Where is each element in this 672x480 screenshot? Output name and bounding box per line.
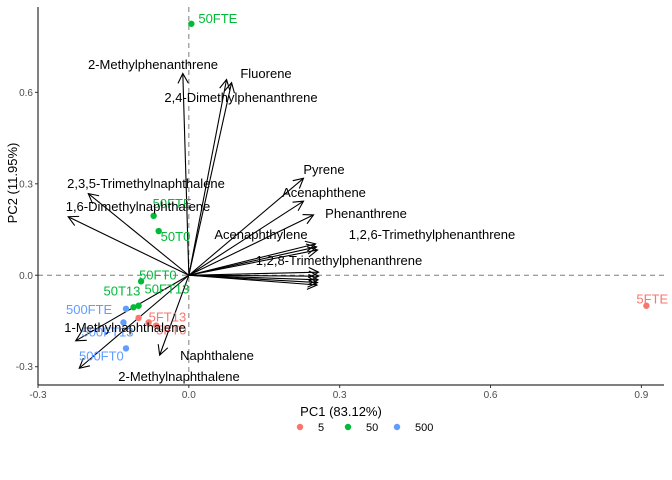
data-point — [135, 314, 142, 322]
legend-entry: 5 — [296, 422, 324, 434]
loading-label: 1-Methylnaphthalene — [64, 320, 185, 335]
x-tick-label: 0.3 — [333, 390, 347, 401]
observation-label: 500FTE — [66, 302, 113, 317]
data-point — [152, 322, 160, 329]
legend-key — [393, 423, 401, 431]
legend-key — [344, 423, 352, 431]
loading-label: Phenanthrene — [325, 206, 407, 221]
observation-label: 5FT13 — [149, 310, 187, 325]
loading-arrow — [188, 246, 319, 276]
y-axis-title: PC2 (11.95%) — [5, 143, 20, 224]
data-point — [120, 319, 127, 326]
legend-entry: 50 — [344, 422, 378, 434]
legend-label: 50 — [366, 422, 378, 434]
legend: 5 50 500 — [296, 422, 433, 434]
observation-label: 50FT0 — [139, 267, 177, 282]
loading-arrow — [188, 177, 305, 276]
legend-key — [296, 423, 304, 431]
y-tick-label: 0.3 — [19, 179, 33, 190]
observation-label: 5FTE — [636, 292, 668, 307]
loading-label: Pyrene — [303, 162, 344, 177]
observation-label: 50FT13 — [145, 282, 190, 297]
loading-label: Fluorene — [240, 66, 291, 81]
observation-label: 50T13 — [104, 283, 141, 298]
legend-label: 500 — [415, 422, 433, 434]
x-tick-label: 0.6 — [484, 390, 498, 401]
observation-label: 50FTE — [153, 196, 192, 211]
x-axis-title: PC1 (83.12%) — [300, 404, 382, 419]
axes: -0.3 0.0 0.3 0.6 0.9 -0.3 0.0 0.3 0.6 — [16, 7, 664, 401]
loading-label: Naphthalene — [180, 348, 254, 363]
x-tick-label: 0.9 — [634, 390, 648, 401]
loading-label: 2,3,5-Trimethylnaphthalene — [67, 176, 225, 191]
observation-label: 50FTE — [198, 11, 237, 26]
y-tick-label: -0.3 — [16, 362, 34, 373]
data-point — [643, 302, 650, 309]
loading-label: 2-Methylnaphthalene — [118, 369, 239, 384]
loading-arrow — [188, 81, 235, 276]
loading-arrow — [188, 274, 319, 290]
data-point — [122, 305, 130, 312]
loading-arrows — [67, 72, 320, 369]
loading-arrow — [87, 192, 190, 276]
observation-label: 5FT0 — [156, 323, 186, 338]
x-tick-label: -0.3 — [29, 390, 47, 401]
x-tick-label: 0.0 — [182, 390, 196, 401]
loading-label: 1,2,8-Trimethylphenanthrene — [256, 253, 422, 268]
observation-label: 500FT0 — [79, 348, 124, 363]
data-point — [130, 304, 137, 311]
data-point — [137, 278, 145, 285]
observation-label: 50T0 — [161, 229, 191, 244]
loading-arrow — [188, 213, 315, 276]
loading-label: 1,6-Dimethylnaphthalene — [66, 199, 211, 214]
data-point — [188, 20, 195, 27]
loading-label: 1,2,6-Trimethylphenanthrene — [349, 227, 515, 242]
loading-label: Acenaphthylene — [214, 227, 307, 242]
loading-arrow — [177, 72, 190, 276]
loading-arrow — [157, 275, 190, 357]
loading-arrow — [67, 215, 190, 276]
y-tick-label: 0.6 — [19, 88, 33, 99]
loading-label: Acenaphthene — [282, 185, 366, 200]
loading-arrow — [188, 200, 305, 276]
data-point — [135, 302, 142, 309]
observation-label: 500FT13 — [81, 325, 133, 340]
loading-labels: 2-Methylphenanthrene Fluorene 2,4-Dimethyl… — [64, 57, 515, 384]
loading-label: 2-Methylphenanthrene — [88, 57, 218, 72]
observation-points — [120, 20, 650, 352]
loading-label: 2,4-Dimethylphenanthrene — [164, 90, 317, 105]
data-point — [155, 227, 162, 235]
legend-entry: 500 — [393, 422, 433, 434]
legend-label: 5 — [318, 422, 324, 434]
data-point — [150, 212, 157, 220]
y-tick-label: 0.0 — [19, 271, 33, 282]
reference-lines — [38, 7, 664, 385]
data-point — [145, 319, 152, 326]
data-point — [122, 345, 130, 352]
loading-arrow — [78, 274, 190, 369]
